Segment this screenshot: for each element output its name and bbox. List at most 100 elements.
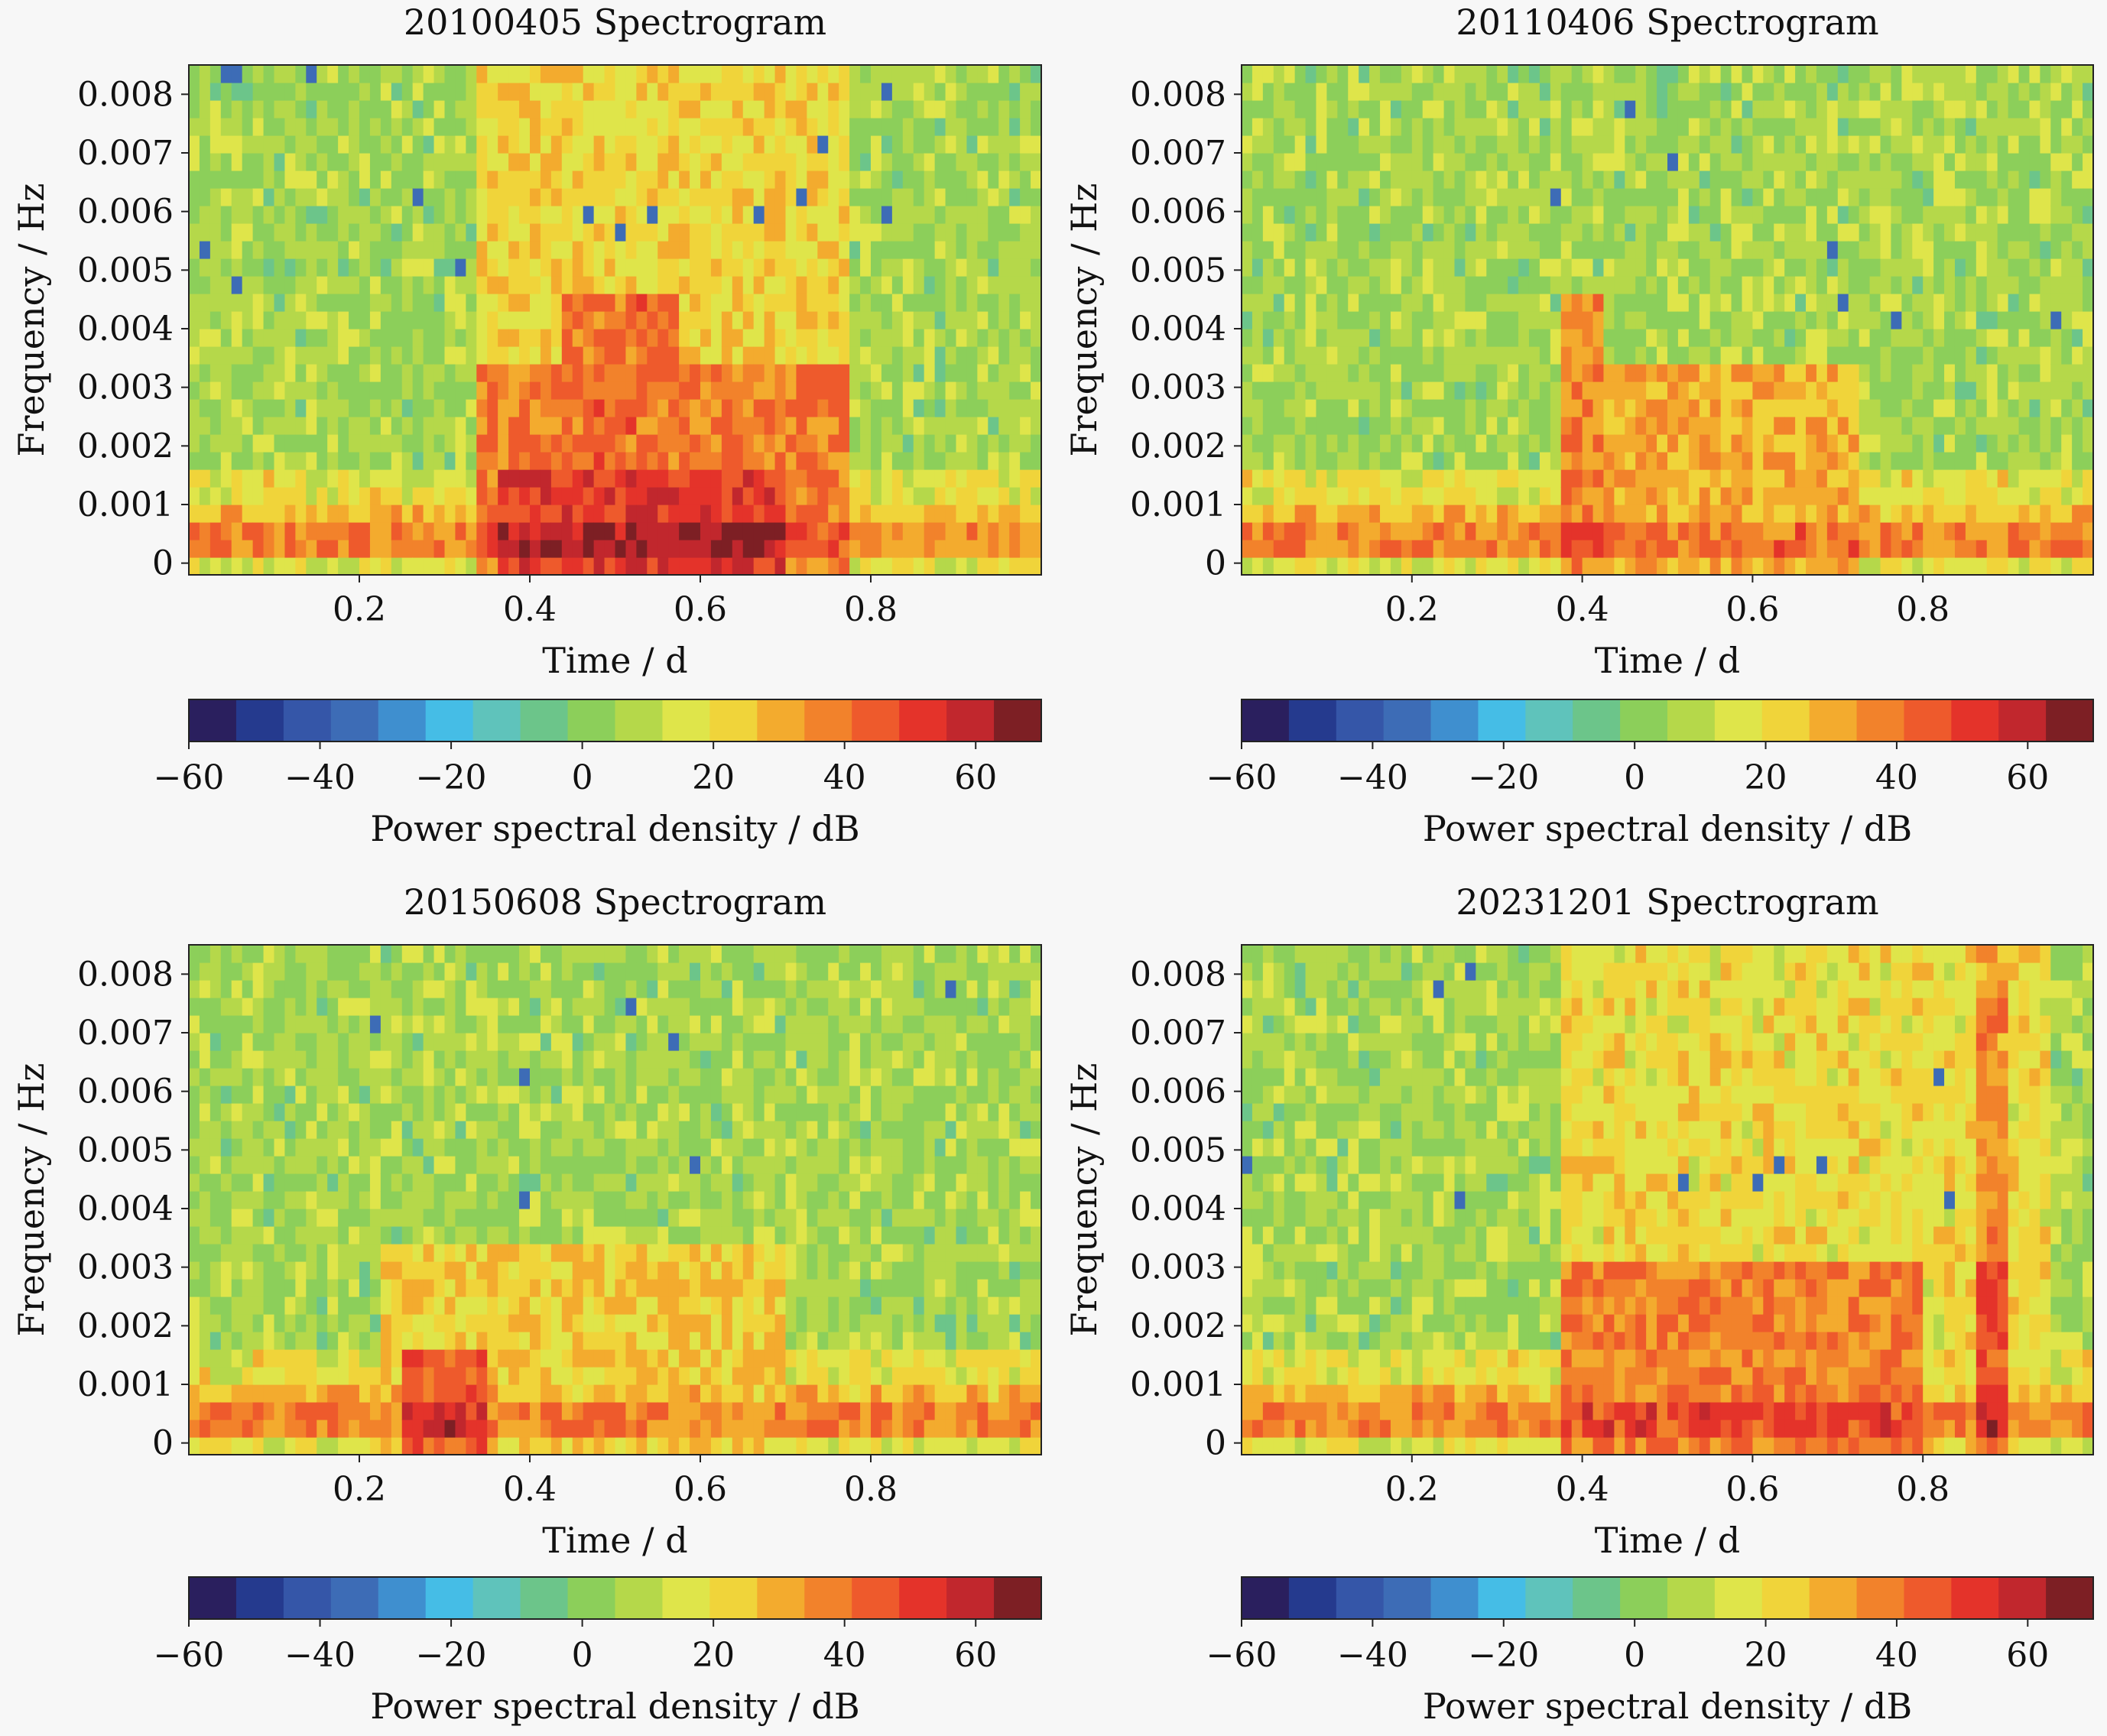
heatmap-cell xyxy=(1997,153,2009,171)
heatmap-cell xyxy=(604,170,616,189)
heatmap-cell xyxy=(1486,399,1498,417)
heatmap-cell xyxy=(466,65,477,83)
heatmap-cell xyxy=(1667,241,1679,259)
heatmap-cell xyxy=(1518,557,1530,576)
heatmap-cell xyxy=(1465,153,1476,171)
heatmap-cell xyxy=(1476,258,1487,277)
heatmap-cell xyxy=(306,258,317,277)
heatmap-cell xyxy=(732,505,744,523)
heatmap-cell xyxy=(1273,223,1285,242)
heatmap-cell xyxy=(498,417,509,435)
heatmap-cell xyxy=(988,135,999,154)
heatmap-cell xyxy=(1518,206,1530,224)
heatmap-cell xyxy=(1912,381,1924,400)
heatmap-cell xyxy=(369,206,381,224)
heatmap-cell xyxy=(231,417,243,435)
heatmap-cell xyxy=(252,962,265,981)
heatmap-cell xyxy=(1020,505,1031,523)
heatmap-cell xyxy=(540,241,552,259)
heatmap-cell xyxy=(1880,417,1892,435)
heatmap-cell xyxy=(583,434,595,453)
heatmap-cell xyxy=(1933,311,1945,329)
heatmap-cell xyxy=(913,65,925,83)
heatmap-cell xyxy=(1528,311,1540,329)
heatmap-cell xyxy=(796,311,807,329)
heatmap-cell xyxy=(902,241,914,259)
heatmap-cell xyxy=(700,381,712,400)
heatmap-cell xyxy=(306,65,317,83)
heatmap-cell xyxy=(530,118,541,136)
heatmap-cell xyxy=(1401,505,1413,523)
heatmap-cell xyxy=(1965,505,1977,523)
heatmap-cell xyxy=(1923,417,1934,435)
heatmap-cell xyxy=(295,206,307,224)
heatmap-cell xyxy=(1273,540,1285,558)
heatmap-cell xyxy=(924,188,936,206)
heatmap-cell xyxy=(1380,329,1391,347)
heatmap-cell xyxy=(466,540,477,558)
heatmap-cell xyxy=(508,469,520,488)
heatmap-cell xyxy=(583,399,595,417)
heatmap-cell xyxy=(1031,153,1042,171)
heatmap-cell xyxy=(1009,170,1021,189)
heatmap-cell xyxy=(1560,206,1573,224)
colorbar-segment xyxy=(283,699,332,741)
y-tick-label: 0.005 xyxy=(1130,251,1226,290)
heatmap-cell xyxy=(1550,188,1562,206)
heatmap-cell xyxy=(1348,188,1359,206)
heatmap-cell xyxy=(1880,118,1892,136)
heatmap-cell xyxy=(732,294,744,312)
heatmap-cell xyxy=(647,223,658,242)
heatmap-cell xyxy=(1252,65,1264,83)
heatmap-cell xyxy=(2072,65,2083,83)
heatmap-cell xyxy=(1646,417,1657,435)
heatmap-cell xyxy=(2040,505,2051,523)
heatmap-cell xyxy=(742,399,755,417)
heatmap-cell xyxy=(1688,505,1700,523)
heatmap-cell xyxy=(583,118,595,136)
heatmap-cell xyxy=(785,223,797,242)
heatmap-cell xyxy=(1359,223,1370,242)
heatmap-cell xyxy=(1997,469,2009,488)
heatmap-cell xyxy=(1752,329,1764,347)
heatmap-cell xyxy=(1784,452,1796,470)
heatmap-cell xyxy=(625,188,637,206)
heatmap-cell xyxy=(209,188,222,206)
heatmap-cell xyxy=(349,364,360,382)
heatmap-cell xyxy=(423,505,435,523)
heatmap-cell xyxy=(391,364,403,382)
heatmap-cell xyxy=(1294,364,1307,382)
heatmap-cell xyxy=(1337,381,1349,400)
heatmap-cell xyxy=(1976,381,1988,400)
heatmap-cell xyxy=(1774,153,1785,171)
heatmap-cell xyxy=(231,1279,243,1297)
heatmap-cell xyxy=(657,452,669,470)
heatmap-cell xyxy=(998,417,1010,435)
heatmap-cell xyxy=(828,329,839,347)
heatmap-cell xyxy=(1635,452,1647,470)
heatmap-cell xyxy=(1976,364,1988,382)
heatmap-cell xyxy=(1880,153,1892,171)
heatmap-cell xyxy=(924,118,936,136)
heatmap-cell xyxy=(891,452,904,470)
colorbar-segment xyxy=(1288,699,1337,741)
heatmap-cell xyxy=(902,417,914,435)
heatmap-cell xyxy=(306,223,317,242)
heatmap-cell xyxy=(647,294,658,312)
heatmap-cell xyxy=(1294,83,1307,101)
heatmap-cell xyxy=(1380,540,1391,558)
heatmap-cell xyxy=(444,329,456,347)
heatmap-cell xyxy=(359,311,371,329)
heatmap-cell xyxy=(433,206,446,224)
heatmap-cell xyxy=(252,1121,265,1139)
heatmap-cell xyxy=(817,399,829,417)
heatmap-cell xyxy=(1625,206,1636,224)
heatmap-cell xyxy=(359,65,371,83)
heatmap-cell xyxy=(444,364,456,382)
heatmap-cell xyxy=(1709,329,1722,347)
heatmap-cell xyxy=(1688,223,1700,242)
heatmap-cell xyxy=(327,505,339,523)
heatmap-cell xyxy=(1476,65,1487,83)
heatmap-cell xyxy=(1603,223,1615,242)
heatmap-cell xyxy=(231,1349,243,1368)
